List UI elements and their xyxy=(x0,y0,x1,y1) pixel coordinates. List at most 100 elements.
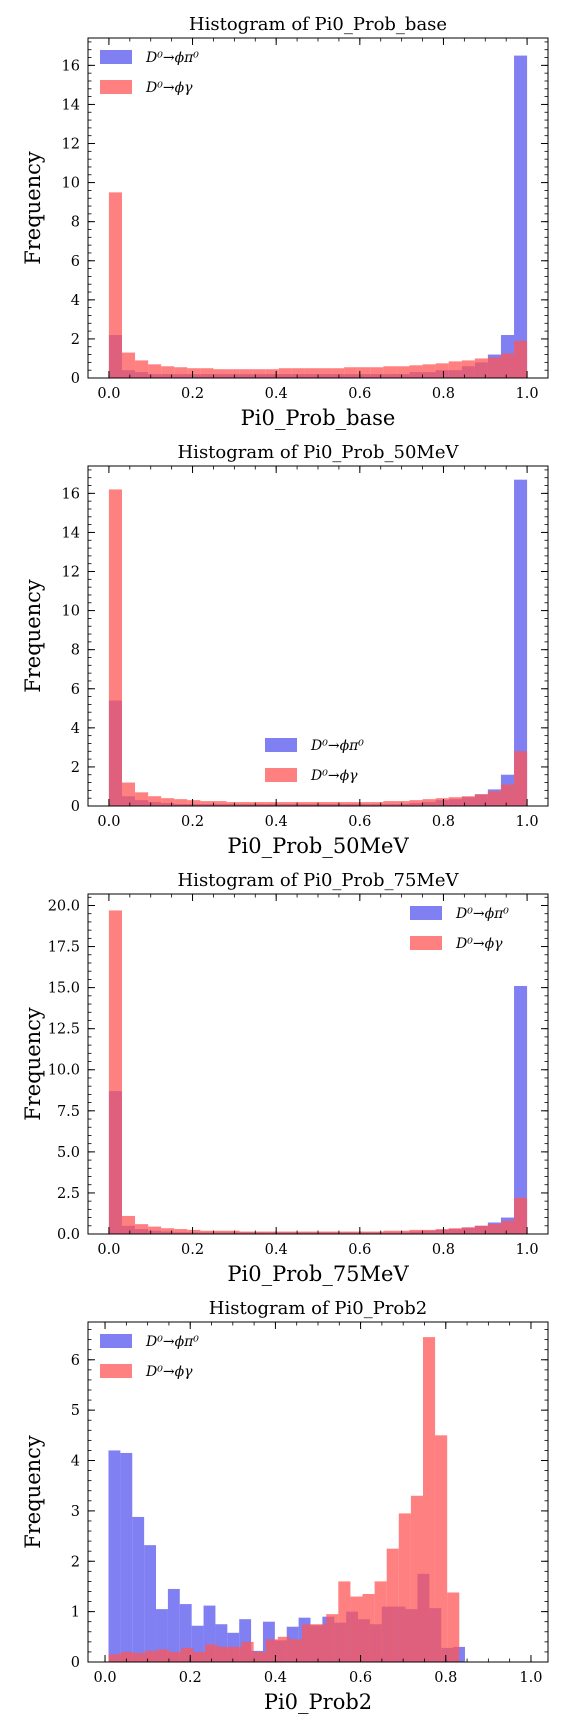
x-tick-label: 0.4 xyxy=(265,386,288,402)
y-tick-label: 12 xyxy=(62,137,80,153)
y-tick-label: 5 xyxy=(71,1403,80,1419)
histogram-bar xyxy=(217,1646,230,1662)
histogram-bar xyxy=(514,479,528,806)
y-tick-label: 8 xyxy=(71,215,80,231)
histogram-bar xyxy=(168,1651,182,1662)
histogram-bar xyxy=(213,369,227,378)
histogram-bar xyxy=(108,192,122,378)
histogram-bar xyxy=(108,489,122,806)
histogram-bar xyxy=(252,1231,266,1234)
x-tick-label: 0.8 xyxy=(434,1670,457,1686)
histogram-bar xyxy=(191,1625,204,1662)
y-tick-label: 4 xyxy=(71,293,80,309)
histogram-bar xyxy=(435,363,449,378)
histogram-bar xyxy=(108,1654,121,1662)
y-axis-label: Frequency xyxy=(21,1435,45,1549)
legend: D⁰→ϕπ⁰ D⁰→ϕγ xyxy=(265,738,364,784)
histogram-bar xyxy=(422,799,436,806)
legend: D⁰→ϕπ⁰ D⁰→ϕγ xyxy=(410,906,509,952)
histogram-bar xyxy=(357,367,371,378)
x-tick-label: 1.0 xyxy=(516,814,539,830)
y-tick-label: 8 xyxy=(71,643,80,659)
histogram-bar xyxy=(514,1197,528,1234)
histogram-bar xyxy=(252,369,266,378)
histogram-bar xyxy=(148,1226,162,1234)
histogram-bar xyxy=(193,1651,206,1662)
x-axis-label: Pi0_Prob_75MeV xyxy=(227,1262,409,1286)
histogram-bar xyxy=(132,1652,145,1662)
histogram-bar xyxy=(121,1215,136,1234)
histogram-bar xyxy=(357,1231,371,1234)
y-tick-label: 10.0 xyxy=(48,1063,80,1079)
y-tick-label: 3 xyxy=(71,1504,80,1520)
chart-panel-2: 0.0 0.2 0.4 0.6 0.8 1.0 0 2 4 6 8 10 12 14 16 Histogram… xyxy=(21,442,549,858)
legend-label: D⁰→ϕπ⁰ xyxy=(455,906,509,922)
histogram-bar xyxy=(302,1624,315,1662)
x-tick-label: 1.0 xyxy=(516,386,539,402)
x-tick-label: 0.8 xyxy=(432,386,455,402)
histogram-bar xyxy=(435,1229,449,1234)
chart-panel-3: 0.0 0.2 0.4 0.6 0.8 1.0 0.0 2.5 5.0 7.5 10.0 12.5 15… xyxy=(21,870,549,1286)
x-tick-label: 0.8 xyxy=(432,1242,455,1258)
histogram-bar xyxy=(203,1605,216,1662)
y-tick-label: 15.0 xyxy=(48,981,80,997)
x-axis-label: Pi0_Prob2 xyxy=(264,1690,372,1714)
histogram-bar xyxy=(265,1639,278,1662)
x-tick-label: 1.0 xyxy=(516,1242,539,1258)
chart-title: Histogram of Pi0_Prob2 xyxy=(209,1298,427,1319)
histogram-bar xyxy=(135,360,149,378)
legend-swatch xyxy=(100,1364,132,1378)
histogram-bar xyxy=(278,368,292,378)
histogram-bar xyxy=(500,353,515,378)
y-tick-label: 17.5 xyxy=(48,940,80,956)
legend-swatch xyxy=(410,936,442,950)
histogram-bar xyxy=(396,1230,410,1234)
histogram-bar xyxy=(514,340,528,378)
legend-label: D⁰→ϕπ⁰ xyxy=(145,50,199,66)
legend-label: D⁰→ϕγ xyxy=(455,936,503,952)
histogram-bar xyxy=(362,1594,375,1662)
histogram-bar xyxy=(318,368,332,378)
histogram-bar xyxy=(226,1230,240,1234)
y-tick-label: 16 xyxy=(62,486,80,502)
x-tick-label: 0.2 xyxy=(181,386,204,402)
histogram-bar xyxy=(344,367,358,378)
legend-label: D⁰→ϕγ xyxy=(310,768,358,784)
histogram-bar xyxy=(383,366,397,378)
x-tick-label: 0.2 xyxy=(181,1242,204,1258)
plot-frame xyxy=(87,465,549,807)
histogram-bar xyxy=(344,802,358,806)
x-tick-label: 0.0 xyxy=(94,1670,117,1686)
histogram-bar xyxy=(409,800,423,806)
histogram-bar xyxy=(161,1228,175,1234)
y-tick-label: 12 xyxy=(62,565,80,581)
x-tick-label: 0.4 xyxy=(265,1242,288,1258)
histogram-bar xyxy=(448,361,462,378)
histogram-bar xyxy=(422,1229,436,1234)
histogram-bar xyxy=(239,1231,253,1234)
legend-label: D⁰→ϕγ xyxy=(145,1364,193,1380)
histogram-bar xyxy=(289,1639,303,1662)
legend-label: D⁰→ϕπ⁰ xyxy=(145,1334,199,1350)
histogram-bar xyxy=(409,1229,423,1234)
histogram-bar xyxy=(265,369,279,378)
histogram-bar xyxy=(200,368,214,378)
histogram-bar xyxy=(265,1231,279,1234)
histogram-bar xyxy=(447,1592,460,1662)
legend-label: D⁰→ϕπ⁰ xyxy=(310,738,364,754)
series-1-bars xyxy=(108,55,528,378)
y-tick-label: 6 xyxy=(71,254,80,270)
y-axis-label: Frequency xyxy=(21,579,45,693)
histogram-bar xyxy=(253,1651,266,1662)
y-tick-label: 2 xyxy=(71,1554,80,1570)
histogram-bar xyxy=(277,1636,290,1662)
histogram-bar xyxy=(148,364,162,378)
histogram-bar xyxy=(291,368,305,378)
x-axis-label: Pi0_Prob_base xyxy=(241,406,396,430)
histogram-bar xyxy=(435,798,449,806)
x-tick-label: 0.2 xyxy=(181,814,204,830)
y-tick-label: 10 xyxy=(62,604,80,620)
y-tick-label: 10 xyxy=(62,176,80,192)
y-tick-label: 14 xyxy=(62,525,80,541)
